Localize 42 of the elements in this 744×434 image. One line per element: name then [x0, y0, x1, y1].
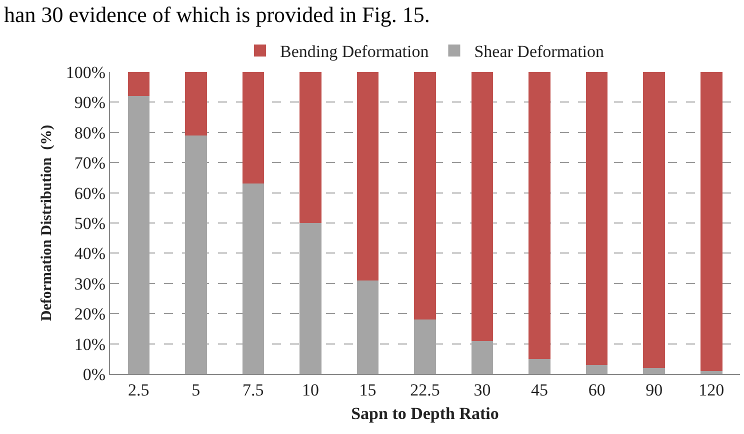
- y-tick-label: 50%: [74, 214, 106, 233]
- text: han 30 evidence of which is provided in Fig. 15.: [4, 2, 430, 27]
- x-tick-label: 2.5: [128, 380, 150, 400]
- bar: [700, 370, 722, 374]
- x-tick-label: 30: [474, 380, 491, 400]
- bar: [185, 72, 207, 136]
- bar: [643, 72, 665, 368]
- x-tick-label: 60: [588, 380, 606, 400]
- bar: [586, 72, 608, 365]
- x-tick-label: 10: [302, 380, 319, 400]
- y-tick-label: 70%: [74, 154, 106, 173]
- y-tick-label: 20%: [74, 304, 106, 324]
- bar: [414, 72, 436, 320]
- y-tick-label: 0%: [82, 364, 106, 384]
- x-tick-label: 45: [531, 380, 548, 400]
- bar: [528, 72, 550, 359]
- x-tick-label: 22.5: [410, 380, 440, 400]
- bar: [700, 72, 722, 371]
- x-tick-label: 15: [359, 380, 376, 400]
- y-tick-label: 40%: [74, 244, 106, 264]
- bar: [356, 72, 379, 280]
- bar: [128, 72, 150, 96]
- y-tick-label: 10%: [74, 334, 106, 354]
- y-tick-label: 60%: [74, 184, 106, 203]
- legend-label: Bending Deformation: [280, 42, 430, 62]
- y-tick-label: 80%: [74, 123, 106, 142]
- x-tick-label: 90: [646, 380, 663, 400]
- legend-label: Shear Deformation: [474, 42, 605, 62]
- x-tick-label: 7.5: [242, 380, 264, 400]
- bar: [586, 364, 608, 374]
- y-tick-label: 30%: [74, 274, 106, 294]
- y-axis-title: Deformation Distribution (%): [39, 124, 56, 322]
- x-axis-title: Sapn to Depth Ratio: [351, 404, 499, 423]
- bar: [471, 72, 494, 341]
- x-tick-label: 5: [192, 380, 200, 400]
- bar: [242, 72, 264, 184]
- y-tick-label: 90%: [74, 93, 106, 112]
- x-tick-label: 120: [698, 380, 724, 400]
- y-tick-label: 100%: [66, 62, 106, 82]
- bar: [300, 72, 322, 223]
- bar: [643, 368, 665, 374]
- bar: [528, 358, 550, 374]
